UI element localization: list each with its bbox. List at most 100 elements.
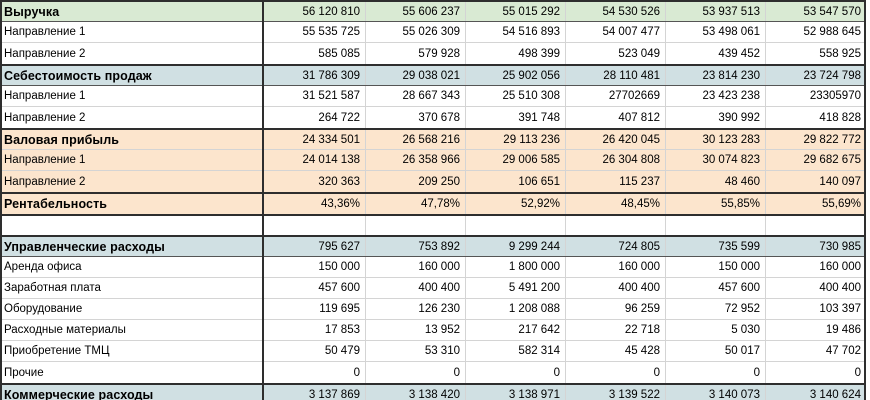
value-cell[interactable]: 56 120 810 xyxy=(263,2,366,21)
row-label-cell[interactable]: Направление 1 xyxy=(0,22,263,42)
value-cell[interactable]: 29 038 021 xyxy=(366,66,466,85)
value-cell[interactable]: 0 xyxy=(666,362,766,383)
value-cell[interactable]: 96 259 xyxy=(566,299,666,319)
value-cell[interactable]: 47 702 xyxy=(825,345,861,357)
value-cell[interactable]: 0 xyxy=(263,362,366,383)
value-cell[interactable]: 9 299 244 xyxy=(466,237,566,256)
row-label-cell[interactable]: Себестоимость продаж xyxy=(0,66,263,85)
value-cell[interactable]: 52 988 645 xyxy=(803,26,861,38)
value-cell[interactable]: 735 599 xyxy=(666,237,766,256)
value-cell[interactable]: 264 722 xyxy=(263,107,366,128)
value-cell[interactable]: 795 627 xyxy=(263,237,366,256)
row-label-cell[interactable]: Прочие xyxy=(0,362,263,383)
value-cell[interactable]: 0 xyxy=(854,366,861,379)
value-cell[interactable]: 0 xyxy=(366,362,466,383)
value-cell[interactable]: 13 952 xyxy=(366,320,466,340)
row-label-cell[interactable]: Оборудование xyxy=(0,299,263,319)
value-cell[interactable] xyxy=(263,216,366,235)
value-cell[interactable]: 160 000 xyxy=(819,261,861,273)
value-cell[interactable]: 320 363 xyxy=(263,171,366,192)
value-cell[interactable]: 3 139 522 xyxy=(566,385,666,400)
value-cell[interactable]: 50 017 xyxy=(666,341,766,361)
value-cell[interactable]: 3 138 420 xyxy=(366,385,466,400)
value-cell[interactable]: 26 568 216 xyxy=(366,130,466,149)
value-cell[interactable]: 25 902 056 xyxy=(466,66,566,85)
value-cell[interactable]: 753 892 xyxy=(366,237,466,256)
value-cell[interactable]: 53 547 570 xyxy=(803,5,861,18)
value-cell[interactable]: 26 420 045 xyxy=(566,130,666,149)
value-cell[interactable]: 160 000 xyxy=(566,257,666,277)
value-cell[interactable] xyxy=(766,216,866,235)
value-cell[interactable]: 3 137 869 xyxy=(263,385,366,400)
value-cell[interactable]: 27702669 xyxy=(566,86,666,106)
value-cell[interactable]: 724 805 xyxy=(566,237,666,256)
value-cell[interactable]: 55 535 725 xyxy=(263,22,366,42)
value-cell[interactable]: 23 423 238 xyxy=(666,86,766,106)
value-cell[interactable]: 400 400 xyxy=(366,278,466,298)
value-cell[interactable]: 31 786 309 xyxy=(263,66,366,85)
value-cell[interactable]: 730 985 xyxy=(819,240,861,253)
row-label-cell[interactable]: Рентабельность xyxy=(0,194,263,214)
value-cell[interactable]: 48,45% xyxy=(566,194,666,214)
value-cell[interactable]: 391 748 xyxy=(466,107,566,128)
value-cell[interactable]: 26 304 808 xyxy=(566,150,666,170)
value-cell[interactable]: 45 428 xyxy=(566,341,666,361)
value-cell[interactable]: 558 925 xyxy=(819,47,861,60)
value-cell[interactable]: 439 452 xyxy=(666,43,766,64)
value-cell[interactable]: 55,69% xyxy=(821,198,861,210)
value-cell[interactable]: 126 230 xyxy=(366,299,466,319)
value-cell[interactable]: 19 486 xyxy=(825,324,861,336)
value-cell[interactable]: 523 049 xyxy=(566,43,666,64)
value-cell[interactable]: 209 250 xyxy=(366,171,466,192)
value-cell[interactable]: 29 822 772 xyxy=(803,133,861,146)
value-cell[interactable]: 498 399 xyxy=(466,43,566,64)
value-cell[interactable]: 400 400 xyxy=(819,282,861,294)
value-cell[interactable]: 150 000 xyxy=(666,257,766,277)
row-label-cell[interactable]: Валовая прибыль xyxy=(0,130,263,149)
value-cell[interactable]: 23305970 xyxy=(809,90,861,102)
value-cell[interactable]: 140 097 xyxy=(819,175,861,188)
value-cell[interactable]: 390 992 xyxy=(666,107,766,128)
value-cell[interactable]: 3 140 073 xyxy=(666,385,766,400)
value-cell[interactable]: 1 208 088 xyxy=(466,299,566,319)
row-label-cell[interactable]: Заработная плата xyxy=(0,278,263,298)
value-cell[interactable]: 55 606 237 xyxy=(366,2,466,21)
value-cell[interactable]: 54 530 526 xyxy=(566,2,666,21)
value-cell[interactable]: 24 014 138 xyxy=(263,150,366,170)
value-cell[interactable]: 3 138 971 xyxy=(466,385,566,400)
value-cell[interactable]: 31 521 587 xyxy=(263,86,366,106)
value-cell[interactable]: 23 724 798 xyxy=(803,69,861,82)
value-cell[interactable] xyxy=(666,216,766,235)
value-cell[interactable]: 400 400 xyxy=(566,278,666,298)
row-label-cell[interactable]: Направление 2 xyxy=(0,43,263,64)
value-cell[interactable]: 26 358 966 xyxy=(366,150,466,170)
value-cell[interactable]: 582 314 xyxy=(466,341,566,361)
value-cell[interactable] xyxy=(566,216,666,235)
value-cell[interactable]: 55,85% xyxy=(666,194,766,214)
value-cell[interactable]: 55 015 292 xyxy=(466,2,566,21)
value-cell[interactable] xyxy=(466,216,566,235)
row-label-cell[interactable]: Направление 1 xyxy=(0,150,263,170)
value-cell[interactable]: 24 334 501 xyxy=(263,130,366,149)
value-cell[interactable]: 579 928 xyxy=(366,43,466,64)
value-cell[interactable]: 0 xyxy=(466,362,566,383)
value-cell[interactable]: 418 828 xyxy=(819,111,861,124)
value-cell[interactable]: 54 007 477 xyxy=(566,22,666,42)
value-cell[interactable]: 29 113 236 xyxy=(466,130,566,149)
value-cell[interactable]: 457 600 xyxy=(263,278,366,298)
row-label-cell[interactable]: Приобретение ТМЦ xyxy=(0,341,263,361)
value-cell[interactable]: 103 397 xyxy=(819,303,861,315)
value-cell[interactable]: 30 074 823 xyxy=(666,150,766,170)
row-label-cell[interactable]: Расходные материалы xyxy=(0,320,263,340)
value-cell[interactable]: 29 682 675 xyxy=(803,154,861,166)
row-label-cell[interactable]: Аренда офиса xyxy=(0,257,263,277)
value-cell[interactable]: 30 123 283 xyxy=(666,130,766,149)
value-cell[interactable]: 28 110 481 xyxy=(566,66,666,85)
value-cell[interactable]: 115 237 xyxy=(566,171,666,192)
row-label-cell[interactable] xyxy=(0,216,263,235)
value-cell[interactable]: 1 800 000 xyxy=(466,257,566,277)
value-cell[interactable]: 407 812 xyxy=(566,107,666,128)
value-cell[interactable]: 25 510 308 xyxy=(466,86,566,106)
row-label-cell[interactable]: Направление 2 xyxy=(0,171,263,192)
row-label-cell[interactable]: Направление 1 xyxy=(0,86,263,106)
